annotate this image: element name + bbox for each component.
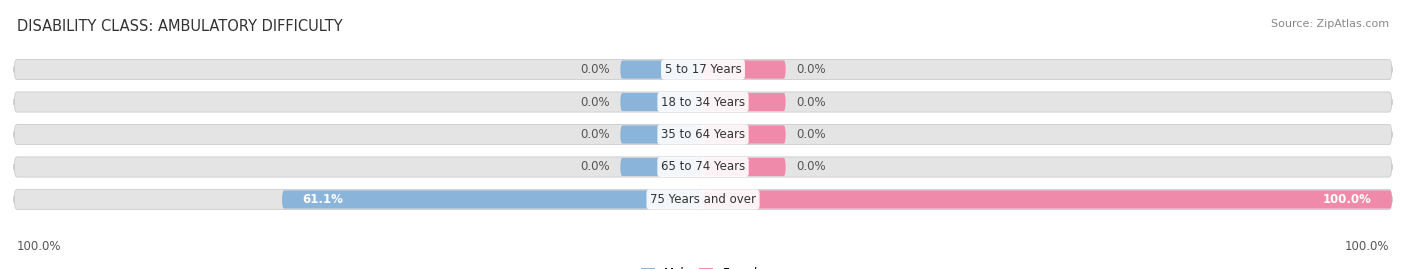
Text: 0.0%: 0.0% [796,95,825,108]
Text: 18 to 34 Years: 18 to 34 Years [661,95,745,108]
Text: 5 to 17 Years: 5 to 17 Years [665,63,741,76]
FancyBboxPatch shape [703,158,786,176]
FancyBboxPatch shape [703,93,786,111]
FancyBboxPatch shape [14,189,1392,210]
FancyBboxPatch shape [14,125,1392,144]
FancyBboxPatch shape [14,92,1392,112]
Text: 65 to 74 Years: 65 to 74 Years [661,161,745,174]
Text: 35 to 64 Years: 35 to 64 Years [661,128,745,141]
FancyBboxPatch shape [14,157,1392,177]
Text: 0.0%: 0.0% [796,63,825,76]
FancyBboxPatch shape [620,158,703,176]
Text: 61.1%: 61.1% [302,193,343,206]
Text: 100.0%: 100.0% [1344,240,1389,253]
Text: 100.0%: 100.0% [17,240,62,253]
Text: 0.0%: 0.0% [581,128,610,141]
FancyBboxPatch shape [620,125,703,144]
Text: 100.0%: 100.0% [1323,193,1371,206]
Text: Source: ZipAtlas.com: Source: ZipAtlas.com [1271,19,1389,29]
Text: 0.0%: 0.0% [581,161,610,174]
FancyBboxPatch shape [703,190,1392,208]
FancyBboxPatch shape [283,190,703,208]
FancyBboxPatch shape [703,125,786,144]
Text: DISABILITY CLASS: AMBULATORY DIFFICULTY: DISABILITY CLASS: AMBULATORY DIFFICULTY [17,19,343,34]
FancyBboxPatch shape [14,59,1392,80]
Text: 0.0%: 0.0% [796,161,825,174]
FancyBboxPatch shape [620,93,703,111]
FancyBboxPatch shape [620,61,703,79]
Text: 0.0%: 0.0% [581,63,610,76]
Legend: Male, Female: Male, Female [641,267,765,269]
Text: 75 Years and over: 75 Years and over [650,193,756,206]
Text: 0.0%: 0.0% [581,95,610,108]
Text: 0.0%: 0.0% [796,128,825,141]
FancyBboxPatch shape [703,61,786,79]
